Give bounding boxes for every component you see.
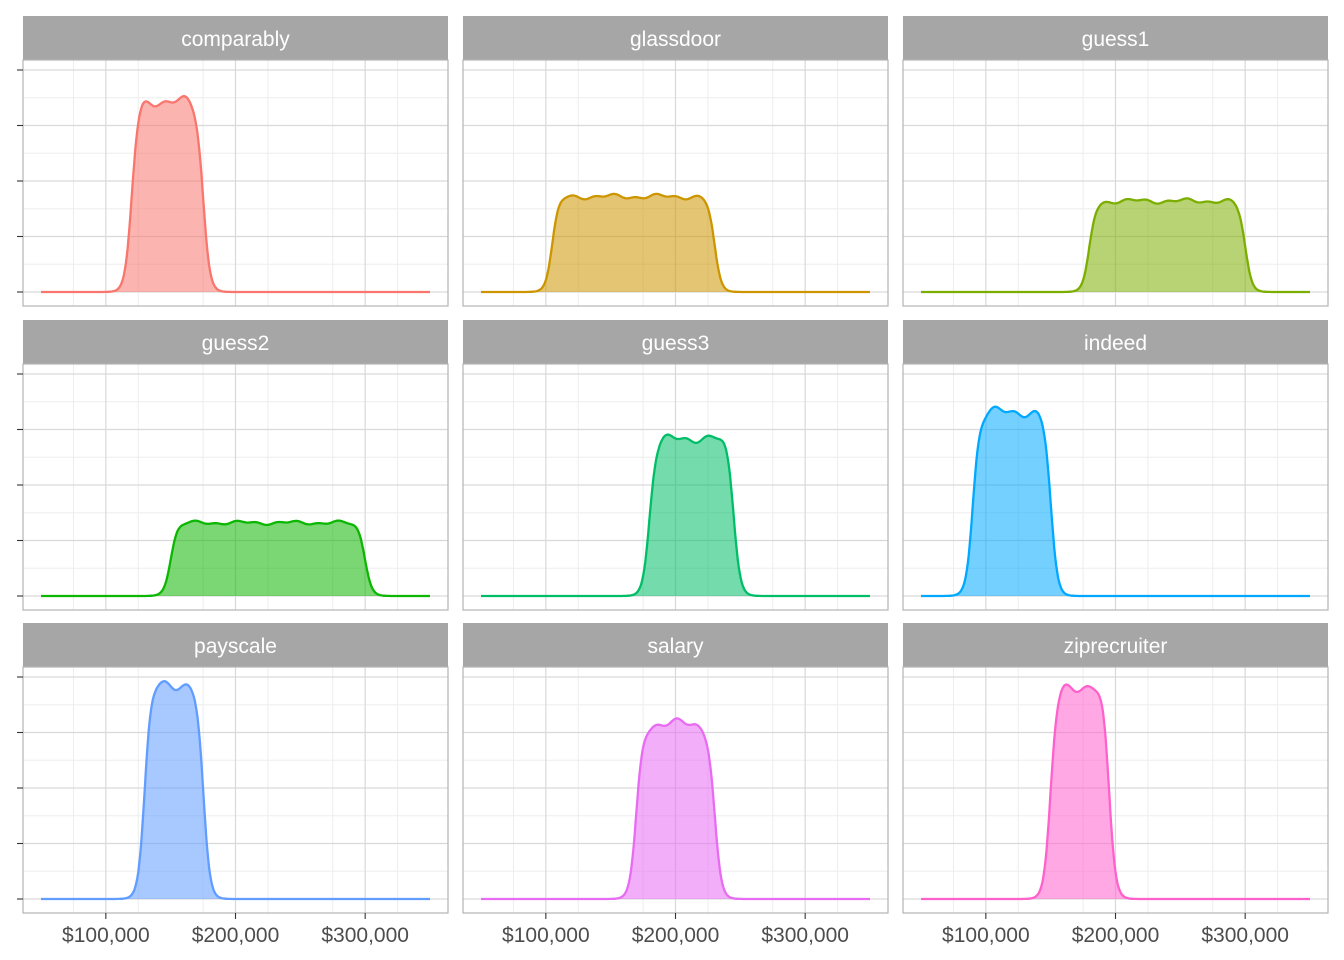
x-tick-label: $300,000 bbox=[1201, 924, 1289, 947]
facet-strip-label: glassdoor bbox=[630, 28, 721, 51]
facet-panel-salary: salary $100,000 $200,000 $300,000 bbox=[463, 623, 888, 947]
x-tick-label: $200,000 bbox=[1072, 924, 1160, 947]
x-tick-label: $300,000 bbox=[321, 924, 409, 947]
facet-panel-glassdoor: glassdoor bbox=[463, 16, 888, 306]
facet-strip-label: indeed bbox=[1084, 332, 1147, 355]
x-tick-label: $200,000 bbox=[192, 924, 280, 947]
facet-panel-guess3: guess3 bbox=[463, 320, 888, 610]
x-tick-label: $100,000 bbox=[942, 924, 1030, 947]
facet-panel-guess2: guess2 bbox=[17, 320, 448, 610]
facet-strip-label: guess1 bbox=[1082, 28, 1150, 51]
facet-strip-label: payscale bbox=[194, 635, 277, 658]
x-tick-label: $300,000 bbox=[761, 924, 849, 947]
facet-strip-label: guess3 bbox=[642, 332, 710, 355]
facet-panel-guess1: guess1 bbox=[903, 16, 1328, 306]
facet-strip-label: guess2 bbox=[202, 332, 270, 355]
facet-strip-label: ziprecruiter bbox=[1064, 635, 1168, 658]
facet-panel-comparably: comparably bbox=[17, 16, 448, 306]
facet-panel-indeed: indeed bbox=[903, 320, 1328, 610]
facet-panel-payscale: payscale $100,000 $200,000 $300,000 bbox=[17, 623, 448, 947]
facet-strip-label: salary bbox=[647, 635, 704, 658]
x-tick-label: $100,000 bbox=[62, 924, 150, 947]
facet-panel-ziprecruiter: ziprecruiter $100,000 $200,000 $300,000 bbox=[903, 623, 1328, 947]
x-tick-label: $100,000 bbox=[502, 924, 590, 947]
facet-strip-label: comparably bbox=[181, 28, 290, 51]
x-tick-label: $200,000 bbox=[632, 924, 720, 947]
